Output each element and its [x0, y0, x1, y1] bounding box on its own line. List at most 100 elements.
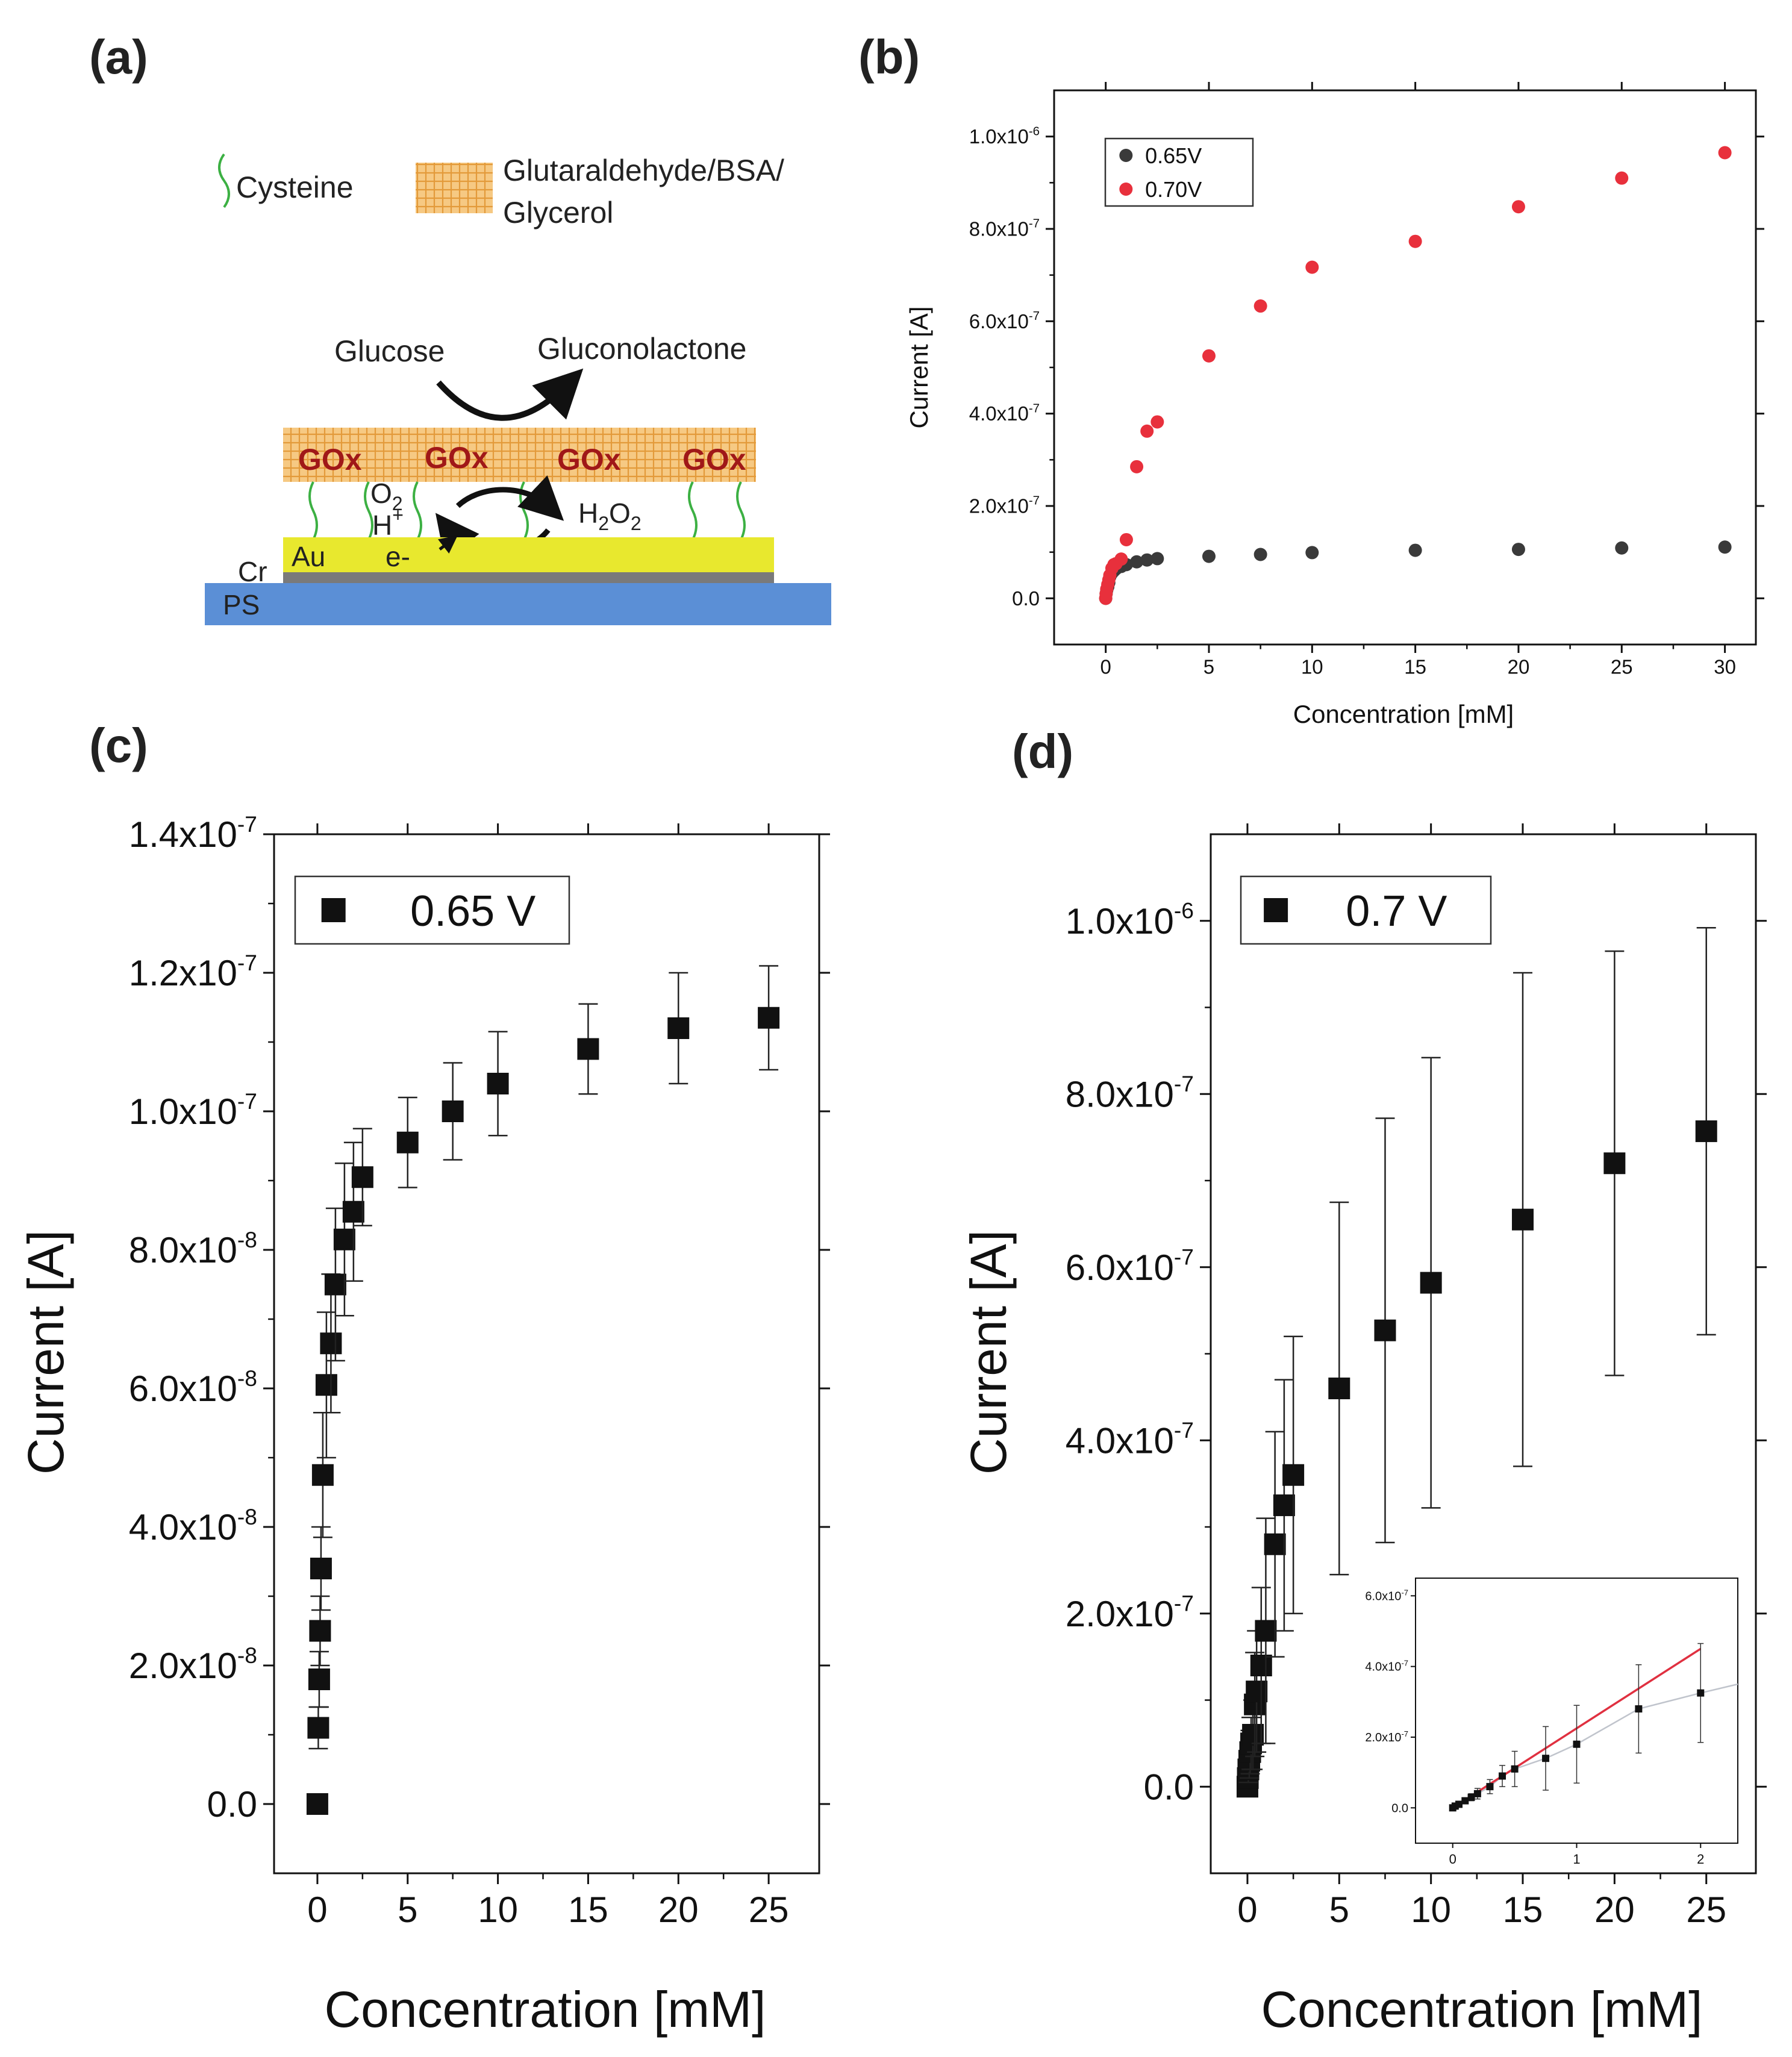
x-axis-label: Concentration [mM] [325, 1981, 766, 2038]
data-point [1305, 546, 1319, 560]
data-point [1512, 1208, 1534, 1231]
data-point [333, 1228, 355, 1250]
data-point [306, 1793, 328, 1815]
data-point [396, 1131, 419, 1153]
y-tick-label: 1.0x10-6 [969, 124, 1040, 148]
data-point [1150, 415, 1164, 429]
data-point [758, 1007, 780, 1029]
data-point [1603, 1152, 1626, 1175]
x-tick-label: 0 [1100, 656, 1111, 678]
series-1 [1099, 146, 1732, 605]
data-point [324, 1273, 346, 1296]
inset-y-tick-label: 6.0x10-7 [1365, 1588, 1408, 1603]
cysteine-legend-icon [218, 153, 230, 208]
y-tick-label: 4.0x10-8 [129, 1504, 257, 1547]
inset-x-tick-label: 2 [1697, 1852, 1704, 1867]
chart-d-current-vs-concentration: 0 5 10 15 20 250.02.0x10-74.0x10-76.0x10-78.0… [960, 823, 1767, 2038]
gox-label-4: GOx [682, 443, 746, 476]
data-point [1114, 552, 1128, 566]
y-axis-label: Current [A] [17, 1230, 74, 1475]
h2o2-label: H2O2 [578, 498, 642, 534]
h-plus-label: H+ [372, 504, 404, 541]
data-point [1119, 532, 1133, 546]
y-tick-label: 4.0x10-7 [969, 401, 1040, 425]
legend-marker [1119, 183, 1133, 196]
data-point [1718, 540, 1732, 554]
data-point [1374, 1319, 1396, 1341]
data-point [487, 1073, 509, 1094]
data-point [1615, 171, 1629, 185]
x-tick-label: 0 [1237, 1890, 1257, 1930]
inset-data-point [1486, 1783, 1494, 1791]
legend-box [1104, 137, 1254, 207]
inset-x-tick-label: 1 [1573, 1852, 1580, 1867]
data-point [342, 1200, 364, 1223]
legend-entry-label: 0.7 V [1346, 887, 1447, 935]
reaction-arrow-icon [436, 368, 584, 421]
data-point [311, 1464, 334, 1486]
panel-label-b: (b) [858, 30, 920, 84]
biosensor-diagram: Cysteine Glutaraldehyde/BSA/ Glycerol Gl… [205, 153, 831, 625]
data-point [1246, 1681, 1268, 1703]
matrix-legend-swatch [416, 163, 493, 213]
x-tick-label: 30 [1714, 656, 1736, 678]
y-tick-label: 0.0 [1144, 1767, 1194, 1807]
data-point [1250, 1655, 1272, 1676]
legend-entry-label: 0.65V [1145, 143, 1202, 168]
gluconolactone-label: Gluconolactone [537, 332, 746, 366]
data-point [1202, 549, 1216, 563]
x-tick-label: 20 [1508, 656, 1530, 678]
cr-label: Cr [238, 556, 267, 587]
panel-label-d: (d) [1012, 725, 1073, 778]
legend-marker [321, 898, 346, 922]
data-point [1130, 555, 1144, 569]
electron-label: e- [386, 541, 410, 572]
y-tick-label: 8.0x10-7 [969, 217, 1040, 240]
data-point [1242, 1724, 1264, 1746]
data-point [307, 1717, 329, 1739]
inset-data-point [1573, 1740, 1581, 1748]
x-tick-label: 25 [1686, 1890, 1726, 1930]
x-tick-label: 0 [307, 1890, 327, 1930]
inset-data-point [1499, 1772, 1506, 1780]
gold-layer [283, 537, 774, 572]
x-axis-label: Concentration [mM] [1261, 1981, 1703, 2038]
data-point [1305, 260, 1319, 274]
x-tick-label: 10 [1301, 656, 1323, 678]
matrix-legend-label-line1: Glutaraldehyde/BSA/ [503, 154, 784, 187]
inset-data-point [1697, 1689, 1705, 1697]
inset-data-point [1511, 1765, 1519, 1773]
series-0 [1099, 540, 1732, 605]
data-point [1253, 299, 1267, 313]
y-tick-label: 1.4x10-7 [129, 811, 257, 855]
data-point [1150, 552, 1164, 566]
au-label: Au [292, 541, 325, 572]
data-point [1130, 460, 1144, 473]
x-tick-label: 10 [1411, 1890, 1451, 1930]
y-tick-label: 0.0 [207, 1784, 257, 1824]
panel-label-a: (a) [89, 30, 148, 84]
data-point [1408, 234, 1422, 248]
plot-frame [273, 833, 820, 1874]
x-tick-label: 5 [1329, 1890, 1349, 1930]
x-tick-label: 25 [749, 1890, 789, 1930]
y-tick-label: 4.0x10-7 [1066, 1417, 1194, 1461]
inset-y-tick-label: 2.0x10-7 [1365, 1729, 1408, 1744]
x-tick-label: 5 [1204, 656, 1214, 678]
series-0 [1236, 927, 1717, 1798]
y-tick-label: 6.0x10-8 [129, 1366, 257, 1409]
gox-label-2: GOx [425, 441, 489, 475]
data-point [1718, 146, 1732, 160]
y-axis-label: Current [A] [960, 1230, 1017, 1475]
chart-b-current-vs-concentration: 0 5 10 15 20 25 30 0.0 2.0x10-7 4.0x10-7 6.0x10-7 8… [905, 82, 1764, 728]
inset-data-point [1461, 1797, 1469, 1805]
data-point [310, 1558, 332, 1579]
data-point [577, 1038, 599, 1060]
y-tick-label: 1.2x10-7 [129, 950, 257, 993]
y-tick-label: 1.0x10-6 [1066, 898, 1194, 941]
data-point [1328, 1378, 1350, 1399]
y-tick-label: 2.0x10-8 [129, 1643, 257, 1686]
inset-data-point [1635, 1705, 1643, 1713]
data-point [442, 1100, 464, 1122]
